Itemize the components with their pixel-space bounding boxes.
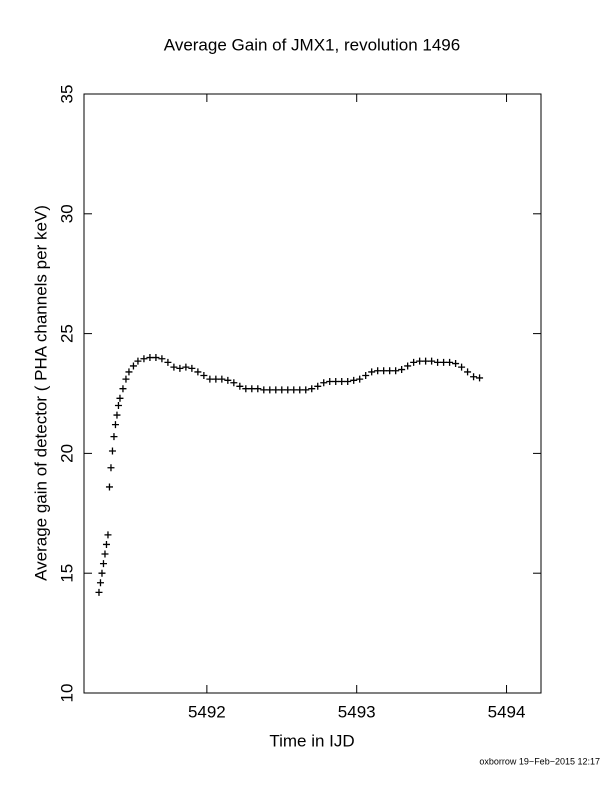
data-point bbox=[368, 368, 376, 376]
data-point bbox=[164, 358, 172, 366]
data-point bbox=[182, 363, 190, 371]
data-point bbox=[356, 375, 364, 383]
data-point bbox=[224, 376, 232, 384]
data-point bbox=[125, 368, 133, 376]
data-point bbox=[212, 375, 220, 383]
data-point bbox=[284, 386, 292, 394]
data-point bbox=[140, 355, 148, 363]
data-point bbox=[110, 433, 118, 441]
y-tick-label: 10 bbox=[57, 684, 76, 703]
x-axis-label: Time in IJD bbox=[269, 731, 354, 750]
data-point bbox=[218, 375, 226, 383]
data-point bbox=[440, 358, 448, 366]
data-point bbox=[176, 364, 184, 372]
data-point bbox=[350, 376, 358, 384]
data-point bbox=[260, 386, 268, 394]
data-point bbox=[114, 401, 122, 409]
data-point bbox=[116, 394, 124, 402]
y-tick-label: 35 bbox=[57, 85, 76, 104]
data-point bbox=[308, 385, 316, 393]
data-point bbox=[326, 378, 334, 386]
data-point bbox=[129, 362, 137, 370]
x-tick-label: 5494 bbox=[488, 702, 526, 721]
data-point bbox=[98, 569, 106, 577]
data-point bbox=[134, 357, 142, 365]
data-point bbox=[380, 367, 388, 375]
data-point bbox=[386, 367, 394, 375]
y-axis-label: Average gain of detector ( PHA channels … bbox=[31, 205, 50, 581]
data-point bbox=[230, 379, 238, 387]
x-tick-label: 5492 bbox=[188, 702, 226, 721]
data-point bbox=[464, 368, 472, 376]
data-point bbox=[428, 357, 436, 365]
data-point bbox=[458, 363, 466, 371]
data-point bbox=[314, 382, 322, 390]
data-point bbox=[206, 375, 214, 383]
data-point bbox=[410, 358, 418, 366]
data-point bbox=[146, 354, 154, 362]
data-point bbox=[105, 483, 113, 491]
data-point bbox=[104, 531, 112, 539]
data-point bbox=[242, 385, 250, 393]
data-point bbox=[338, 378, 346, 386]
data-point bbox=[320, 379, 328, 387]
data-point bbox=[452, 360, 460, 368]
plot-frame bbox=[83, 93, 542, 694]
data-point bbox=[476, 374, 484, 382]
x-tick-label: 5493 bbox=[338, 702, 376, 721]
data-point bbox=[108, 447, 116, 455]
data-point bbox=[152, 354, 160, 362]
data-point bbox=[107, 464, 115, 472]
data-point bbox=[278, 386, 286, 394]
data-point bbox=[101, 550, 109, 558]
data-point bbox=[362, 372, 370, 380]
data-point bbox=[200, 372, 208, 380]
data-point bbox=[158, 355, 166, 363]
data-point bbox=[111, 421, 119, 429]
data-point bbox=[170, 363, 178, 371]
y-tick-label: 30 bbox=[57, 204, 76, 223]
data-point bbox=[374, 367, 382, 375]
data-point bbox=[113, 411, 121, 419]
data-point bbox=[392, 367, 400, 375]
data-point bbox=[254, 385, 262, 393]
y-tick-label: 20 bbox=[57, 444, 76, 463]
data-point bbox=[272, 386, 280, 394]
y-tick-label: 25 bbox=[57, 324, 76, 343]
data-point bbox=[95, 588, 103, 596]
data-point bbox=[422, 357, 430, 365]
data-point bbox=[236, 382, 244, 390]
data-point bbox=[248, 385, 256, 393]
data-point bbox=[266, 386, 274, 394]
data-point bbox=[296, 386, 304, 394]
footer: oxborrow 19−Feb−2015 12:17 bbox=[479, 756, 600, 766]
data-point bbox=[102, 540, 110, 548]
data-point bbox=[290, 386, 298, 394]
data-point bbox=[302, 386, 310, 394]
data-point bbox=[96, 579, 104, 587]
data-point bbox=[434, 358, 442, 366]
data-point bbox=[446, 358, 454, 366]
data-point bbox=[416, 357, 424, 365]
data-point bbox=[344, 378, 352, 386]
data-point bbox=[188, 364, 196, 372]
data-point bbox=[404, 362, 412, 370]
chart-title: Average Gain of JMX1, revolution 1496 bbox=[164, 35, 460, 54]
data-point bbox=[398, 366, 406, 374]
data-point bbox=[470, 373, 478, 381]
data-point bbox=[122, 375, 130, 383]
data-point bbox=[119, 385, 127, 393]
y-tick-label: 15 bbox=[57, 564, 76, 583]
data-point bbox=[99, 560, 107, 568]
data-point bbox=[332, 378, 340, 386]
data-point bbox=[194, 368, 202, 376]
